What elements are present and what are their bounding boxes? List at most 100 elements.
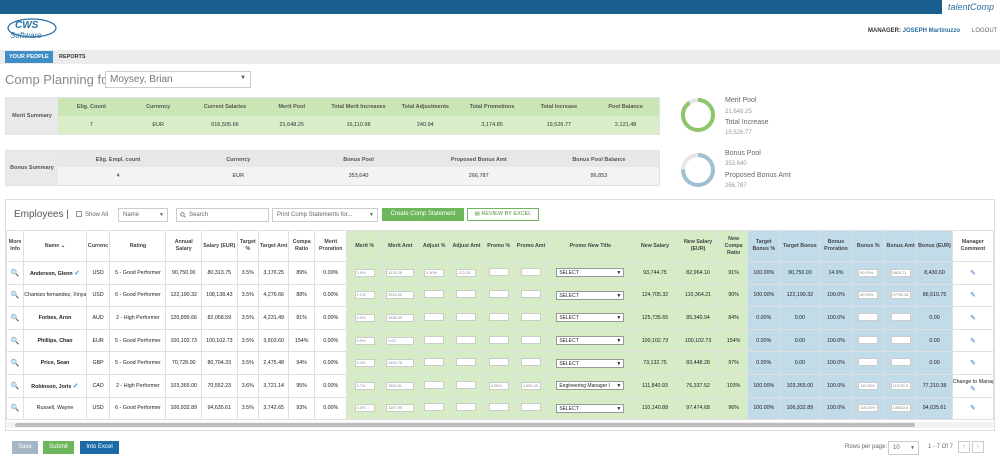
merit-pct-input[interactable]: 0.0% bbox=[354, 336, 375, 345]
column-header[interactable]: New Salary bbox=[632, 230, 678, 262]
column-header[interactable]: Bonus % bbox=[851, 230, 885, 262]
adjust-pct-input[interactable] bbox=[424, 290, 445, 299]
rows-per-page-select[interactable]: 10 ▼ bbox=[888, 441, 919, 455]
adjust-pct-input[interactable] bbox=[424, 380, 445, 389]
merit-pct-input[interactable]: 4.0% bbox=[354, 313, 375, 322]
adjust-pct-input[interactable] bbox=[424, 312, 445, 321]
column-header[interactable]: Bonus Proration bbox=[819, 230, 853, 262]
column-header[interactable]: Target Bonus % bbox=[747, 230, 781, 262]
prev-page-button[interactable]: ‹ bbox=[958, 441, 970, 453]
edit-icon[interactable]: ✎ bbox=[969, 405, 976, 413]
column-header[interactable]: Target Amt bbox=[258, 230, 290, 262]
bonus-pct-input[interactable] bbox=[858, 312, 879, 321]
bonus-pct-input[interactable]: 110.00% bbox=[858, 381, 879, 390]
column-header[interactable]: Promo % bbox=[482, 230, 516, 262]
save-button[interactable]: Save bbox=[12, 441, 38, 454]
adjust-pct-input[interactable] bbox=[424, 335, 445, 344]
column-header[interactable]: Merit % bbox=[346, 230, 383, 262]
merit-amt-input[interactable]: 2404.75 bbox=[386, 359, 415, 368]
promo-amt-input[interactable] bbox=[521, 290, 542, 299]
next-page-button[interactable]: › bbox=[972, 441, 984, 453]
bonus-amt-input[interactable] bbox=[890, 358, 911, 367]
into-excel-button[interactable]: Into Excel bbox=[80, 441, 119, 454]
adjust-pct-input[interactable] bbox=[424, 358, 445, 367]
employee-name[interactable]: Price, Sean bbox=[40, 360, 70, 367]
review-by-excel-button[interactable]: ▤ REVIEW BY EXCEL bbox=[467, 208, 539, 221]
column-header[interactable]: Manager Comment bbox=[951, 230, 994, 262]
adjust-pct-input[interactable] bbox=[424, 403, 445, 412]
adjust-amt-input[interactable] bbox=[456, 335, 477, 344]
merit-pct-input[interactable]: 2.1% bbox=[354, 291, 375, 300]
logout-link[interactable]: LOGOUT bbox=[972, 28, 998, 34]
print-statements-select[interactable]: Print Comp Statements for... ▼ bbox=[272, 208, 378, 222]
adjust-pct-input[interactable]: 0.30% bbox=[424, 268, 445, 277]
column-header[interactable]: Merit Amt bbox=[381, 230, 419, 262]
adjust-amt-input[interactable]: 272.25 bbox=[456, 268, 477, 277]
promo-pct-input[interactable] bbox=[488, 267, 509, 276]
column-header[interactable]: Compa Ratio bbox=[288, 230, 316, 262]
bonus-pct-input[interactable]: 90.00% bbox=[858, 268, 879, 277]
merit-amt-input[interactable]: 3207.99 bbox=[386, 404, 415, 413]
column-header[interactable]: Rating bbox=[109, 230, 167, 262]
show-all-checkbox[interactable]: Show All bbox=[76, 211, 108, 218]
horizontal-scrollbar[interactable] bbox=[7, 422, 993, 428]
magnifier-icon[interactable]: 🔍 bbox=[10, 360, 20, 368]
column-header[interactable]: Adjust Amt bbox=[449, 230, 484, 262]
column-header[interactable]: Bonus Amt bbox=[883, 230, 918, 262]
bonus-pct-input[interactable] bbox=[858, 335, 879, 344]
merit-pct-input[interactable]: 3.0% bbox=[354, 404, 375, 413]
column-header[interactable]: Target % bbox=[236, 230, 260, 262]
employee-name[interactable]: Phillips, Chao bbox=[37, 337, 73, 344]
column-header[interactable]: New Compa Ratio bbox=[719, 230, 749, 262]
promo-title-select[interactable]: SELECT ▼ bbox=[556, 268, 625, 278]
promo-pct-input[interactable] bbox=[488, 358, 509, 367]
tab-your-people[interactable]: YOUR PEOPLE bbox=[5, 51, 53, 63]
column-header[interactable]: Salary (EUR) bbox=[200, 230, 238, 262]
bonus-pct-input[interactable]: 80.00% bbox=[858, 291, 879, 300]
column-header[interactable]: Name ⌄ bbox=[23, 230, 87, 262]
tab-reports[interactable]: REPORTS bbox=[59, 54, 86, 60]
employee-select[interactable]: Moysey, Brian ▼ bbox=[105, 71, 251, 88]
magnifier-icon[interactable]: 🔍 bbox=[10, 269, 20, 277]
column-header[interactable]: Annual Salary bbox=[165, 230, 202, 262]
promo-amt-input[interactable] bbox=[521, 358, 542, 367]
adjust-amt-input[interactable] bbox=[456, 312, 477, 321]
edit-icon[interactable]: ✎ bbox=[969, 269, 976, 277]
edit-icon[interactable]: ✎ bbox=[969, 314, 976, 322]
promo-pct-input[interactable] bbox=[488, 312, 509, 321]
promo-pct-input[interactable] bbox=[488, 403, 509, 412]
column-header[interactable]: New Salary (EUR) bbox=[676, 230, 721, 262]
bonus-amt-input[interactable] bbox=[890, 312, 911, 321]
adjust-amt-input[interactable] bbox=[456, 403, 477, 412]
submit-button[interactable]: Submit bbox=[43, 441, 74, 454]
search-input[interactable]: Search bbox=[176, 208, 269, 222]
employee-name[interactable]: Robinson, Joris bbox=[31, 383, 72, 390]
promo-amt-input[interactable]: 4,651.43 bbox=[521, 381, 542, 390]
magnifier-icon[interactable]: 🔍 bbox=[10, 382, 20, 390]
merit-amt-input[interactable]: 3176.25 bbox=[386, 268, 415, 277]
column-header[interactable]: Currenc bbox=[85, 230, 111, 262]
bonus-pct-input[interactable]: 100.00% bbox=[858, 404, 879, 413]
bonus-amt-input[interactable]: 8826.71 bbox=[890, 268, 911, 277]
promo-title-select[interactable]: SELECT ▼ bbox=[556, 358, 625, 368]
promo-pct-input[interactable] bbox=[488, 290, 509, 299]
magnifier-icon[interactable]: 🔍 bbox=[10, 314, 20, 322]
promo-title-select[interactable]: SELECT ▼ bbox=[556, 403, 625, 413]
promo-title-select[interactable]: SELECT ▼ bbox=[556, 336, 625, 346]
adjust-amt-input[interactable] bbox=[456, 380, 477, 389]
merit-pct-input[interactable]: 3.5% bbox=[354, 268, 375, 277]
edit-icon[interactable]: ✎ bbox=[969, 360, 976, 368]
column-header[interactable]: Promo Amt bbox=[514, 230, 548, 262]
name-filter-select[interactable]: Name ▼ bbox=[118, 208, 168, 222]
bonus-amt-input[interactable]: 106932.8 bbox=[890, 404, 911, 413]
merit-pct-input[interactable]: 3.4% bbox=[354, 359, 375, 368]
employee-name[interactable]: Russell, Wayne bbox=[36, 405, 74, 412]
column-header[interactable]: Adjust % bbox=[417, 230, 451, 262]
promo-title-select[interactable]: Engineering Manager I ▼ bbox=[556, 381, 625, 391]
column-header[interactable]: Bonus (EUR) bbox=[916, 230, 953, 262]
employee-name[interactable]: Chamizo fernandez, Xinyao bbox=[24, 292, 87, 299]
promo-title-select[interactable]: SELECT ▼ bbox=[556, 313, 625, 323]
column-header[interactable]: More Info bbox=[6, 230, 25, 262]
adjust-amt-input[interactable] bbox=[456, 290, 477, 299]
employee-name[interactable]: Forbes, Aron bbox=[38, 314, 72, 321]
